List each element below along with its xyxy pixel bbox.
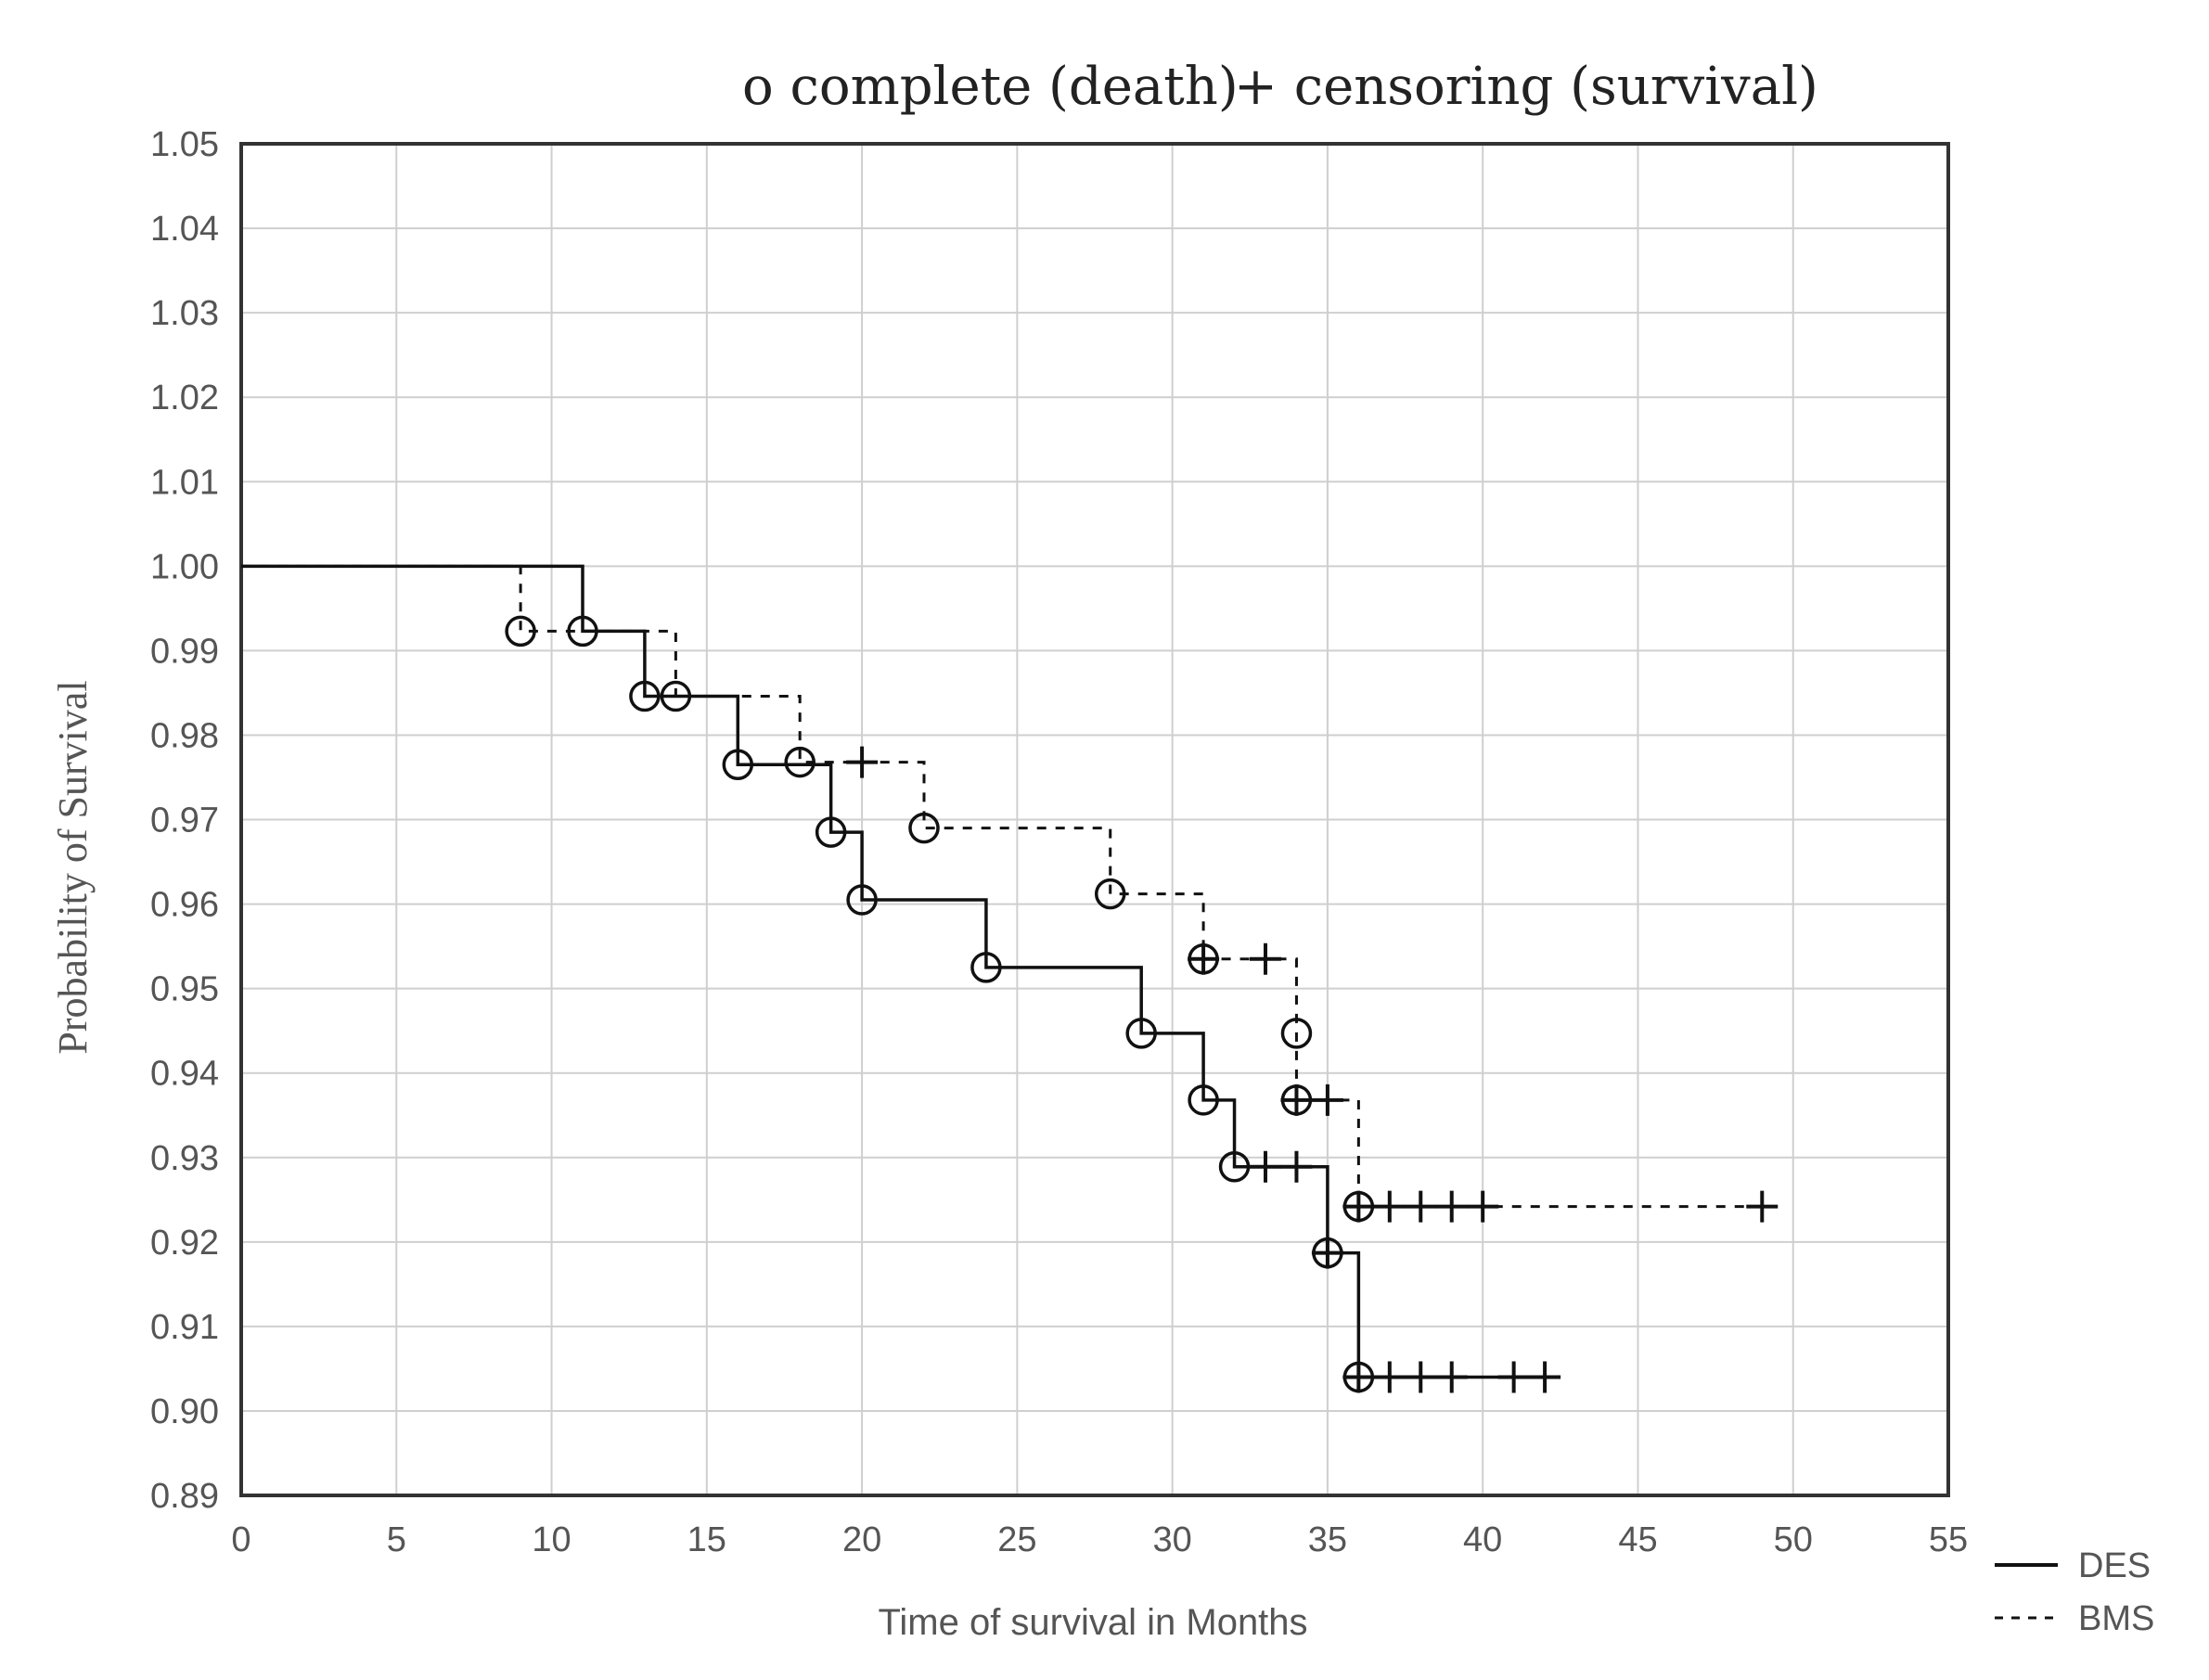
censor-marker-bms [1373,1190,1406,1223]
y-tick-label: 0.98 [150,716,219,755]
y-tick-label: 0.92 [150,1224,219,1263]
death-marker-bms [505,615,536,648]
death-marker-des [722,749,754,781]
y-tick-label: 0.91 [150,1308,219,1347]
y-tick-label: 0.95 [150,970,219,1009]
censor-marker-bms [1467,1190,1499,1223]
y-tick-label: 1.00 [150,547,219,586]
x-tick-label: 35 [1308,1520,1347,1559]
censor-marker-bms [1405,1190,1437,1223]
y-tick-label: 0.89 [150,1477,219,1516]
y-tick-label: 0.99 [150,632,219,671]
x-tick-label: 55 [1929,1520,1968,1559]
censor-marker-des [1342,1361,1375,1393]
death-marker-des [1188,1084,1219,1116]
x-tick-label: 30 [1152,1520,1191,1559]
censor-marker-bms [1746,1190,1779,1223]
death-marker-bms [1094,878,1126,910]
y-tick-label: 0.93 [150,1139,219,1178]
death-marker-des [815,816,847,848]
y-tick-label: 1.05 [150,125,219,164]
censor-marker-des [1405,1361,1437,1393]
legend-label-des: DES [2078,1546,2151,1585]
marker-legend-complete: o complete (death) [742,57,1239,117]
y-axis-title: Probability of Survival [50,680,96,1054]
censor-marker-bms [1311,1084,1343,1116]
x-tick-label: 50 [1774,1520,1813,1559]
censor-marker-des [1280,1150,1313,1183]
axes: 0 5 10 15 20 25 30 35 40 45 50 55 1.05 1.04 1.03 1.02 1.… [150,125,1968,1559]
censor-marker-des [1373,1361,1406,1393]
markers [505,615,1779,1393]
censor-marker-bms [1342,1190,1375,1223]
y-tick-label: 1.02 [150,378,219,417]
censor-marker-bms [846,746,879,778]
death-marker-des [567,615,598,648]
death-marker-bms [1280,1018,1313,1049]
death-marker-des [1218,1151,1251,1183]
death-marker-bms [660,680,692,712]
x-tick-label: 15 [687,1520,726,1559]
death-marker-bms [908,812,940,844]
censor-marker-des [1497,1361,1530,1393]
marker-legend-censoring: + censoring (survival) [1234,57,1818,117]
legend-label-bms: BMS [2078,1599,2154,1638]
death-marker-des [970,952,1002,983]
x-tick-label: 10 [532,1520,571,1559]
y-tick-label: 0.96 [150,886,219,925]
y-tick-label: 0.90 [150,1392,219,1431]
x-tick-label: 25 [997,1520,1036,1559]
y-tick-label: 1.01 [150,463,219,502]
censor-marker-bms [1188,943,1220,975]
y-tick-label: 1.04 [150,210,219,249]
x-tick-label: 45 [1618,1520,1657,1559]
death-marker-bms [784,746,816,778]
x-tick-label: 40 [1463,1520,1502,1559]
censor-marker-bms [1250,943,1281,975]
y-tick-label: 0.97 [150,802,219,840]
x-tick-label: 0 [231,1520,250,1559]
censor-marker-des [1311,1237,1343,1269]
censor-marker-des [1250,1150,1281,1183]
series-legend: DES BMS [1995,1546,2154,1638]
series-lines [241,564,1763,1379]
grid-lines [241,144,1948,1495]
censor-marker-des [1529,1361,1561,1393]
series-line-des [241,564,1546,1379]
death-marker-des [846,884,878,916]
x-tick-label: 20 [842,1520,881,1559]
x-axis-title: Time of survival in Months [878,1602,1307,1643]
x-tick-label: 5 [387,1520,406,1559]
y-tick-label: 1.03 [150,294,219,333]
censor-marker-bms [1280,1084,1313,1116]
censor-marker-bms [1435,1190,1468,1223]
y-tick-label: 0.94 [150,1055,219,1094]
plot-frame [239,142,1950,1497]
death-marker-des [1125,1018,1157,1049]
death-marker-des [629,680,661,712]
censor-marker-des [1435,1361,1468,1393]
